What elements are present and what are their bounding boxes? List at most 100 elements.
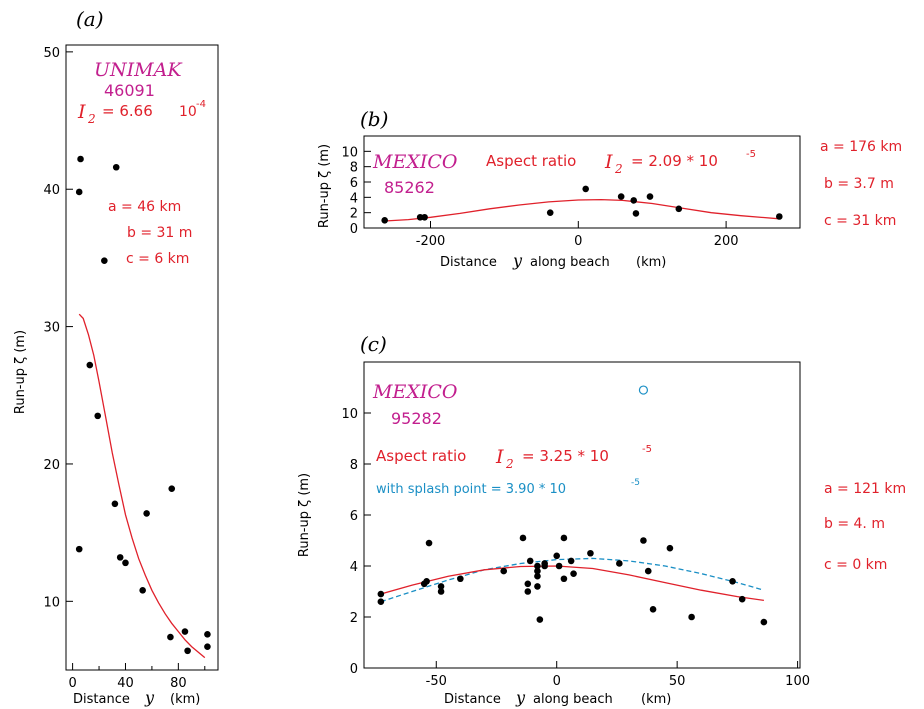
y-tick-label: 10 [341,145,358,160]
panel-a-points [75,155,211,655]
panel-c-param-a: a = 121 km [824,481,906,497]
x-tick-label: 200 [714,234,739,249]
data-point [536,616,544,623]
panel-a-aspect-power: 10 [179,104,197,120]
panel-b-param-c: c = 31 km [824,213,896,229]
panel-b-aspect-subscript: 2 [614,162,623,176]
x-tick-label: 100 [785,674,810,689]
y-tick-label: 2 [350,207,358,222]
y-tick-label: 4 [350,560,358,575]
panel-c-x-axis-rest: along beach [533,692,613,707]
data-point [553,552,561,560]
panel-b-x-axis-label: Distance [440,255,497,270]
panel-c-label: (c) [360,332,387,356]
data-point [423,578,430,585]
data-point [437,588,445,595]
panel-b-param-a: a = 176 km [820,139,902,155]
panel-b-aspect-exponent: -5 [746,149,756,160]
x-tick-label: -200 [416,234,446,249]
data-point [644,567,652,575]
data-point [143,510,150,517]
data-point [617,193,625,200]
panel-a-x-axis-var: y [144,688,155,707]
splash-point [638,385,649,395]
panel-b-y-axis-label: Run-up ζ (m) [317,144,332,228]
data-point [184,647,191,655]
panel-c-fit-curve-splash [380,557,765,603]
y-tick-label: 0 [350,662,358,677]
data-point [666,544,674,552]
panel-b-aspect-value: = 2.09 * 10 [631,152,718,170]
data-point [116,554,124,561]
panel-a-frame [65,44,219,671]
panel-c-param-b: b = 4. m [824,516,885,532]
data-point [582,185,589,193]
panel-a-fit-curve [78,313,206,659]
data-point [168,485,176,492]
panel-b-label: (b) [360,107,388,131]
panel-a-aspect-symbol: I [77,101,86,123]
y-tick-label: 8 [350,161,358,176]
data-point [526,557,534,565]
panel-c: (c) -50 0 50 100 0 2 4 6 8 10 MEXICO 95282 Aspect… [297,332,906,707]
panel-b-x-axis-rest: along beach [530,255,610,270]
data-point [519,534,527,542]
panel-a-code: 46091 [104,81,155,100]
data-point [630,197,638,204]
data-point [555,562,563,570]
data-point [688,613,695,621]
panel-a-x-axis-label: Distance [73,692,130,707]
y-tick-label: 8 [350,458,358,473]
data-point [500,567,508,575]
panel-c-aspect-symbol: I [495,446,504,468]
panel-c-code: 95282 [391,409,442,428]
data-point [167,633,174,641]
data-point [122,559,129,567]
data-point [524,588,532,595]
data-point [534,583,541,590]
data-point [640,537,647,544]
data-point [75,545,83,553]
panel-c-x-axis-unit: (km) [641,692,671,707]
data-point [139,587,146,594]
panel-a-param-a: a = 46 km [108,199,181,215]
panel-c-aspect-subscript: 2 [505,457,514,471]
data-point [632,210,640,217]
data-point [729,578,736,585]
panel-b-aspect-symbol: I [604,151,613,173]
x-tick-label: 0 [553,674,561,689]
data-point [560,575,568,583]
data-point [101,257,108,264]
x-tick-label: 50 [669,674,686,689]
data-point [457,575,464,583]
data-point [181,628,189,635]
y-tick-label: 2 [350,611,358,626]
y-tick-label: 0 [350,222,358,237]
panel-a-aspect-subscript: 2 [87,112,96,126]
panel-b-fit-curve [382,198,780,222]
panel-c-points [377,385,768,626]
data-point [616,560,623,567]
data-point [425,539,433,547]
panel-c-fit-curve [380,565,764,602]
panel-b-name: MEXICO [372,151,458,173]
data-point [776,213,783,220]
panel-a-ticks: 0 40 80 10 20 30 40 50 [43,46,206,691]
panel-a-x-axis-unit: (km) [170,692,200,707]
data-point [570,570,577,577]
x-tick-label: 0 [574,234,582,249]
data-point [94,412,102,420]
data-point [524,580,532,588]
panel-c-x-axis-var: y [515,688,526,707]
panel-c-splash-text: with splash point = 3.90 * 10 [376,482,566,497]
panel-a-label: (a) [76,7,104,31]
data-point [534,567,541,575]
data-point [541,560,548,567]
panel-c-aspect-value: = 3.25 * 10 [522,447,609,465]
panel-a-name: UNIMAK [94,59,183,81]
data-point [567,557,575,565]
x-tick-label: -50 [426,674,447,689]
